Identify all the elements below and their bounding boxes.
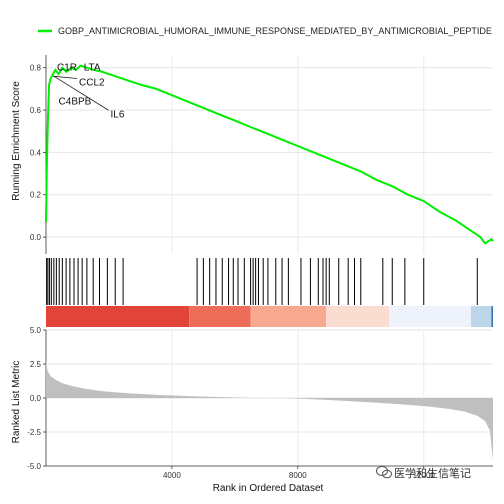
metric-y-tick-label: 0.0 xyxy=(30,394,42,403)
wechat-icon xyxy=(376,466,392,479)
color-bar-segment xyxy=(46,306,190,327)
es-y-tick-label: 0.4 xyxy=(30,148,42,157)
color-bar-segment xyxy=(491,306,493,327)
color-bar-segment xyxy=(470,306,492,327)
x-axis-ticks: 4000 8000 12000 xyxy=(46,465,493,480)
gene-label-c4bpb: C4BPB xyxy=(59,97,92,108)
metric-panel-y-axis-label: Ranked List Metric xyxy=(11,361,22,444)
gene-leader-line xyxy=(52,75,78,79)
metric-panel-y-ticks: 5.0 2.5 0.0 -2.5 -5.0 xyxy=(27,326,47,471)
es-panel-y-axis-label: Running Enrichment Score xyxy=(11,81,22,201)
x-tick-label: 12000 xyxy=(413,471,436,480)
metric-y-tick-label: 5.0 xyxy=(30,326,42,335)
gene-label-c1r: C1R xyxy=(57,63,77,74)
es-panel-y-ticks: 0.8 0.6 0.4 0.2 0.0 xyxy=(30,55,47,254)
rank-color-bar xyxy=(46,306,493,327)
gene-label-il6: IL6 xyxy=(111,109,125,120)
es-curve xyxy=(45,64,494,245)
x-axis-label: Rank in Ordered Dataset xyxy=(213,483,324,494)
es-panel-grid xyxy=(46,55,493,254)
watermark-text: 医学和生信笔记 xyxy=(394,466,471,480)
watermark: 医学和生信笔记 xyxy=(376,466,471,480)
gene-annotations: C1R LTA CCL2 C4BPB IL6 xyxy=(52,63,125,120)
color-bar-segment xyxy=(189,306,251,327)
metric-y-tick-label: -2.5 xyxy=(27,428,41,437)
x-tick-label: 8000 xyxy=(289,471,307,480)
metric-y-tick-label: -5.0 xyxy=(27,462,41,471)
es-y-tick-label: 0.2 xyxy=(30,191,42,200)
es-y-tick-label: 0.0 xyxy=(30,233,42,242)
es-y-tick-label: 0.6 xyxy=(30,106,42,115)
color-bar-segment xyxy=(250,306,327,327)
legend: GOBP_ANTIMICROBIAL_HUMORAL_IMMUNE_RESPON… xyxy=(38,26,492,36)
gene-label-ccl2: CCL2 xyxy=(79,78,105,89)
color-bar-segment xyxy=(389,306,471,327)
ranked-metric-area xyxy=(46,359,493,461)
hit-markers xyxy=(46,258,478,305)
es-y-tick-label: 0.8 xyxy=(30,64,42,73)
gene-label-lta: LTA xyxy=(84,63,101,74)
gene-leader-line xyxy=(53,75,109,111)
x-tick-label: 4000 xyxy=(163,471,181,480)
color-bar-segment xyxy=(326,306,390,327)
legend-series-label: GOBP_ANTIMICROBIAL_HUMORAL_IMMUNE_RESPON… xyxy=(58,26,492,36)
metric-y-tick-label: 2.5 xyxy=(30,360,42,369)
